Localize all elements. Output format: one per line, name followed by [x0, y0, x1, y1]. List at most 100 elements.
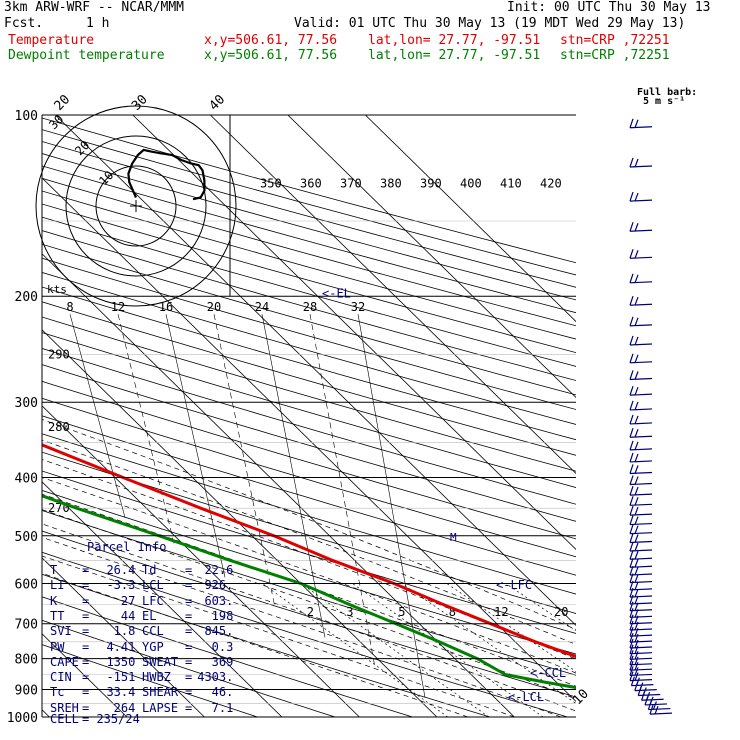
- parcel-param-value: 603.: [190, 593, 234, 608]
- wind-barb-staff: [629, 199, 653, 202]
- mixing-ratio-label: 20: [554, 605, 568, 619]
- wind-barb-flag: [629, 671, 634, 681]
- wind-barb-flag: [629, 638, 634, 649]
- theta-label: 290: [48, 348, 70, 362]
- wind-barb-staff: [629, 482, 653, 486]
- parcel-info-title: Parcel Info: [87, 540, 167, 554]
- temperature-xy: x,y=506.61, 77.56: [204, 33, 338, 48]
- wind-barb-flag: [634, 429, 639, 438]
- wind-barb-staff: [629, 165, 653, 168]
- dewpoint-profile: [42, 494, 576, 690]
- wind-barb-staff: [629, 522, 653, 526]
- theta-label: 380: [380, 177, 402, 191]
- wind-scale-guide: [165, 314, 226, 578]
- parcel-equals: =: [185, 685, 193, 700]
- wind-barb-column: [629, 118, 673, 715]
- dewpoint-xy: x,y=506.61, 77.56: [204, 48, 338, 63]
- parcel-param-name: SREH: [50, 700, 79, 715]
- wind-barb-flag: [629, 608, 634, 618]
- wind-barb-staff: [629, 493, 653, 496]
- wind-barb-flag: [634, 415, 639, 425]
- wind-barb-flag: [634, 516, 639, 525]
- isotherm: [42, 329, 438, 717]
- wind-barb-staff: [644, 703, 668, 706]
- mixing-ratio-label: 3: [346, 605, 353, 619]
- wind-barb-flag: [634, 574, 639, 583]
- mixing-ratio-line: [505, 583, 576, 632]
- barb-legend-line2: 5 m s⁻¹: [643, 96, 685, 107]
- wind-barb-flag: [634, 602, 639, 611]
- parcel-equals: =: [82, 563, 90, 577]
- wind-barb-flag: [629, 620, 634, 631]
- wind-barb-flag: [629, 353, 634, 363]
- wind-barb-staff: [629, 435, 653, 438]
- wind-barb-flag: [634, 609, 639, 618]
- isotherm: [42, 177, 576, 702]
- pressure-tick-label: 1000: [7, 711, 38, 726]
- hodograph-ring: [95, 165, 177, 247]
- wind-barb-flag: [634, 559, 639, 568]
- wind-speed-tick-label: 16: [159, 300, 173, 314]
- parcel-equals: =: [185, 639, 193, 654]
- wind-barb-staff: [629, 460, 653, 463]
- parcel-marker: M: [450, 531, 457, 544]
- parcel-param-name: T: [50, 563, 58, 577]
- parcel-param-value: 27: [92, 593, 136, 608]
- parcel-equals: =: [82, 624, 90, 639]
- pressure-tick-label: 600: [15, 577, 38, 592]
- parcel-param-name: LCL: [142, 578, 164, 593]
- wind-scale-guide: [309, 314, 376, 668]
- parcel-param-value: 26.4: [92, 563, 136, 577]
- wind-barb-staff: [629, 557, 653, 560]
- wind-barb-flag: [629, 541, 634, 552]
- wind-barb-staff: [629, 532, 653, 535]
- wind-barb-staff: [641, 698, 664, 701]
- wind-barb-flag: [634, 667, 639, 676]
- wind-speed-tick-label: 20: [207, 300, 221, 314]
- wind-barb-staff: [629, 622, 653, 625]
- wind-barb-flag: [634, 656, 639, 666]
- parcel-param-name: K: [50, 593, 58, 608]
- wind-barb-staff: [629, 448, 653, 451]
- wind-barb-flag: [634, 681, 639, 691]
- wind-barb-flag: [641, 691, 646, 701]
- wind-speed-tick-label: 8: [66, 300, 73, 314]
- init-time: Init: 00 UTC Thu 30 May 13: [507, 0, 711, 15]
- parcel-param-name: TT: [50, 608, 65, 623]
- parcel-equals: =: [185, 608, 193, 623]
- wind-barb-flag: [629, 296, 634, 306]
- parcel-equals: =: [82, 593, 90, 608]
- theta-label: 390: [420, 177, 442, 191]
- isotherm: [42, 557, 205, 717]
- wind-barb-flag: [629, 191, 634, 202]
- pressure-tick-label: 100: [15, 109, 38, 124]
- wind-barb-flag: [629, 505, 634, 516]
- wind-barb-staff: [629, 609, 653, 612]
- wind-barb-staff: [629, 580, 653, 584]
- theta-label: 440: [620, 177, 642, 191]
- wind-barb-staff: [629, 595, 653, 598]
- parcel-param-name: EL: [142, 608, 157, 623]
- parcel-equals: =: [82, 685, 90, 700]
- forecast-hour: 1 h: [86, 16, 110, 31]
- wind-barb-flag: [634, 223, 639, 232]
- wind-barb-flag: [634, 250, 639, 259]
- wind-barb-staff: [629, 602, 653, 605]
- forecast-label: Fcst.: [4, 16, 44, 31]
- theta-label: 410: [500, 177, 522, 191]
- isotherm-label: 20: [52, 92, 74, 114]
- pressure-tick-label: 700: [15, 618, 38, 633]
- level-annotation: <-EL: [322, 287, 351, 301]
- wind-barb-flag: [634, 542, 639, 552]
- parcel-equals: =: [82, 578, 90, 593]
- wind-barb-staff: [629, 573, 653, 576]
- wind-scale-guide: [117, 314, 176, 548]
- wind-barb-flag: [629, 614, 634, 624]
- wind-barb-flag: [634, 588, 639, 598]
- parcel-equals: =: [185, 670, 193, 685]
- parcel-param-value: 44: [92, 608, 136, 623]
- model-name: 3km ARW-WRF -- NCAR/MMM: [4, 0, 185, 15]
- parcel-equals: =: [185, 624, 193, 639]
